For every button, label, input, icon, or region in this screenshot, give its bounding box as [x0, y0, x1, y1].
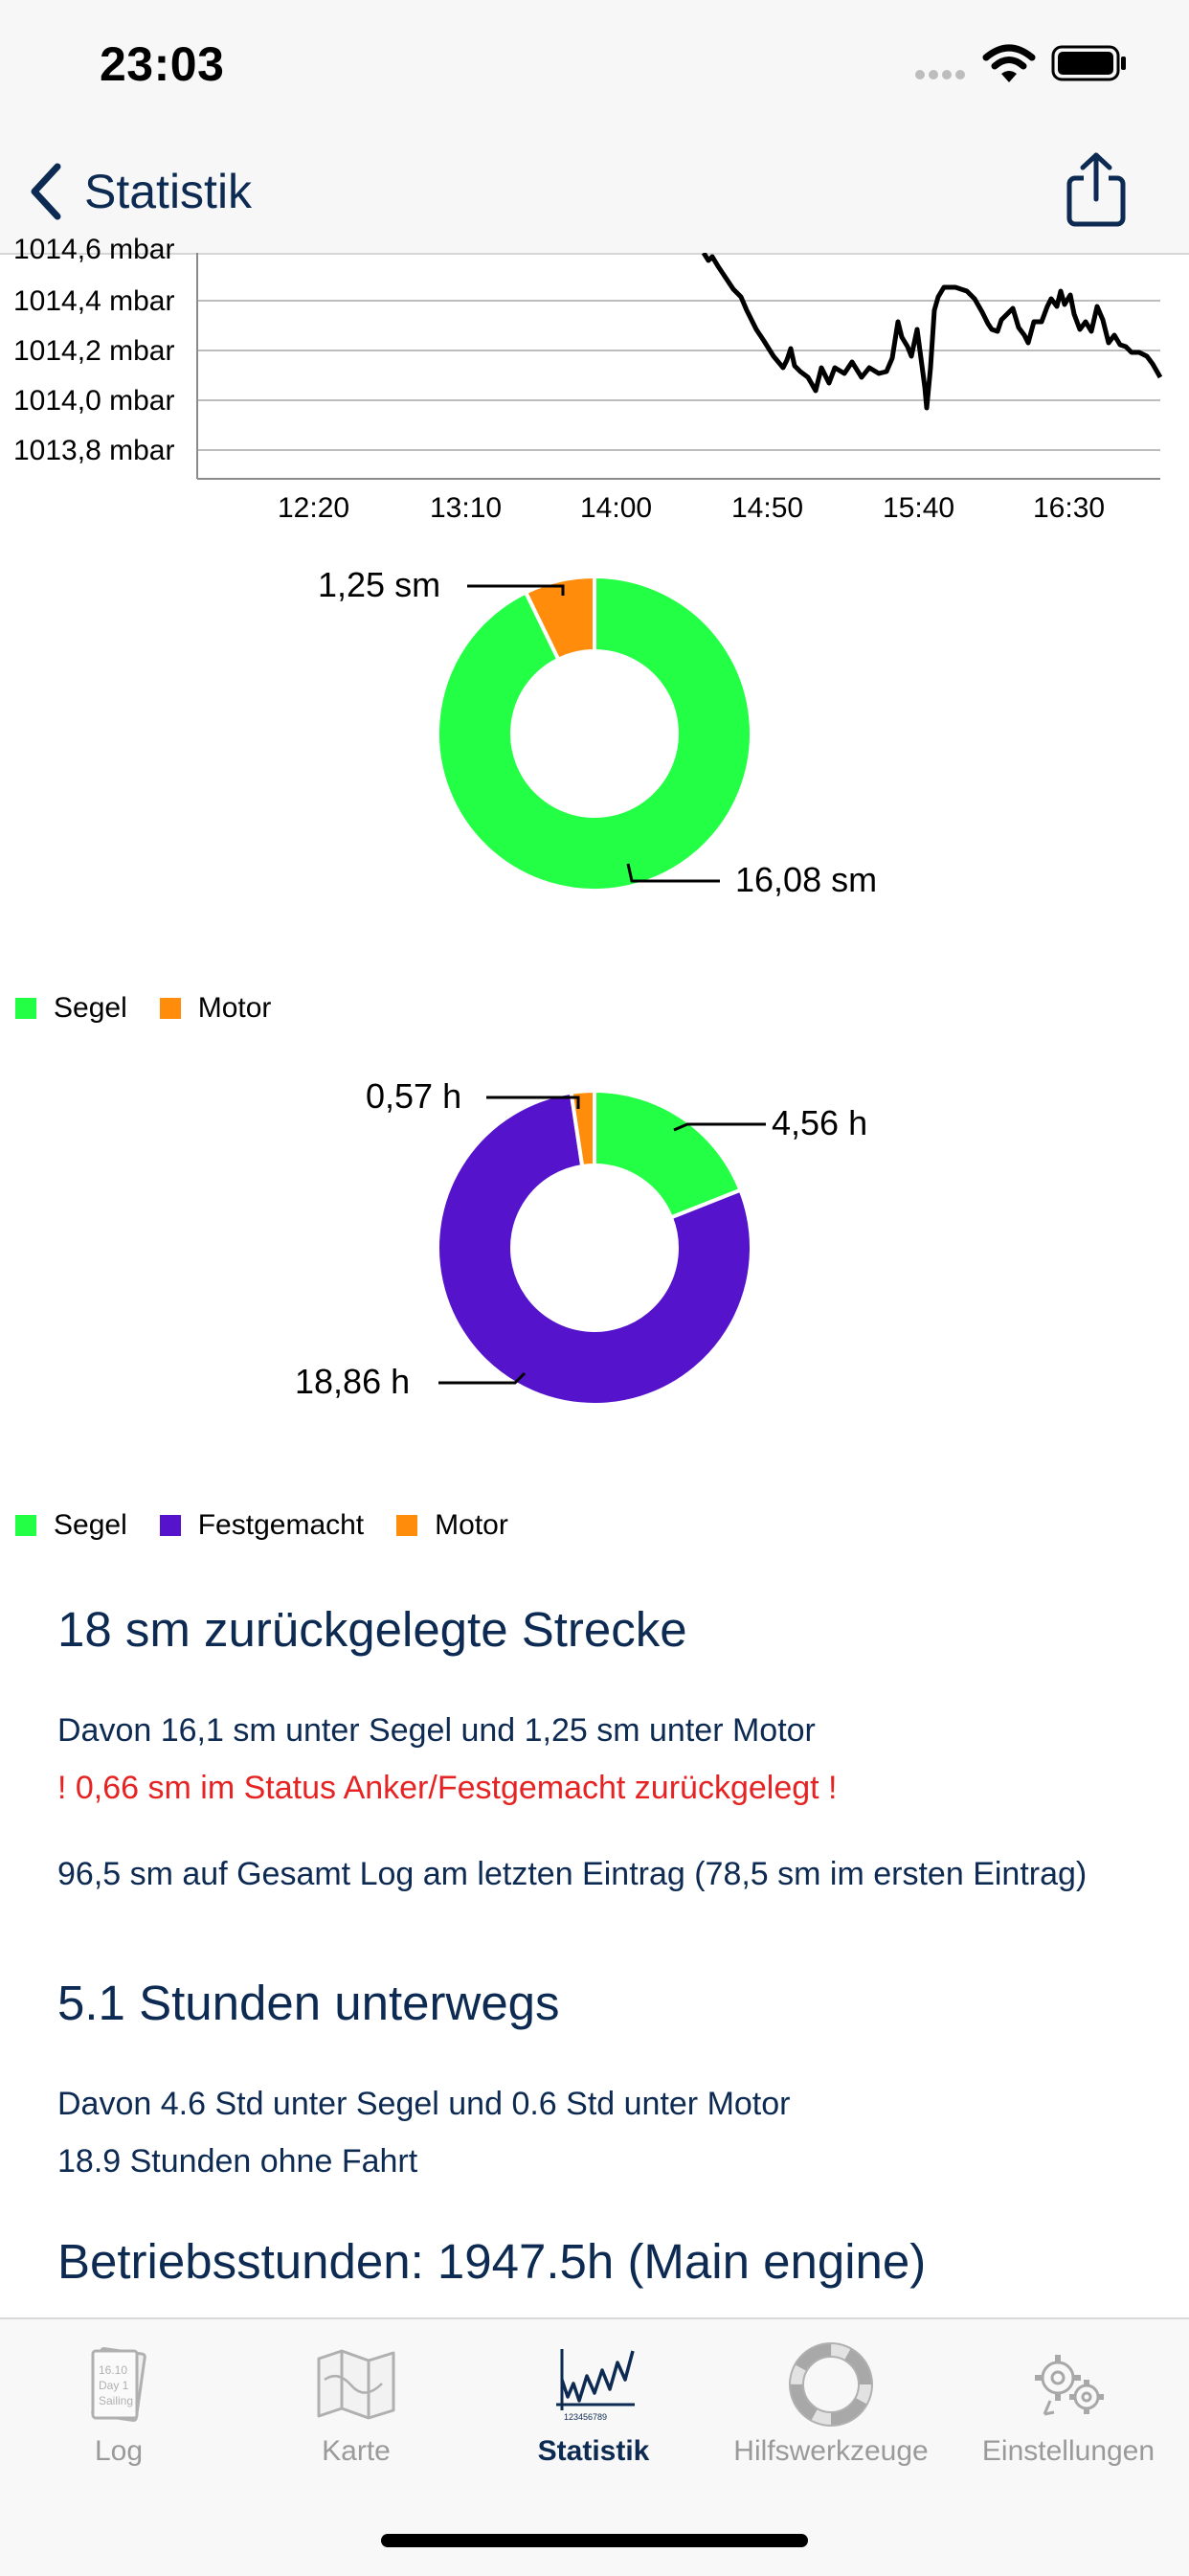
- share-icon[interactable]: [1065, 151, 1128, 228]
- gears-icon: [1035, 2355, 1104, 2416]
- y-tick-label: 1014,6 mbar: [13, 234, 175, 265]
- distance-donut: [436, 574, 753, 893]
- time-legend: Segel Festgemacht Motor: [15, 1509, 541, 1542]
- x-tick-label: 16:30: [1033, 492, 1106, 524]
- distance-heading: 18 sm zurückgelegte Strecke: [57, 1602, 687, 1657]
- tab-einstellungen[interactable]: Einstellungen: [950, 2341, 1187, 2485]
- legend-item-segel: Segel: [15, 992, 127, 1025]
- svg-text:123456789: 123456789: [564, 2412, 607, 2422]
- tab-karte[interactable]: Karte: [237, 2341, 475, 2485]
- x-tick-label: 14:50: [731, 492, 804, 524]
- festgemacht-leader-line: [438, 1371, 527, 1385]
- donut-slice-motor: [523, 574, 596, 663]
- time-donut: [436, 1088, 753, 1407]
- svg-text:Sailing: Sailing: [99, 2394, 133, 2407]
- y-tick-label: 1014,4 mbar: [13, 285, 175, 317]
- segel-leader-line: [626, 863, 720, 883]
- motor-leader-line: [486, 1096, 580, 1109]
- distance-segel-label: 16,08 sm: [735, 860, 878, 899]
- anchor-warning: ! 0,66 sm im Status Anker/Festgemacht zu…: [57, 1770, 838, 1806]
- time-segel-label: 4,56 h: [772, 1103, 868, 1142]
- map-icon: [317, 2349, 395, 2420]
- time-festgemacht-label: 18,86 h: [295, 1362, 411, 1401]
- legend-label: Segel: [54, 1509, 127, 1541]
- home-indicator: [381, 2534, 808, 2547]
- legend-swatch: [396, 1515, 418, 1536]
- back-label: Statistik: [84, 165, 253, 218]
- battery-icon: [1051, 45, 1126, 81]
- status-bar: [0, 0, 1189, 126]
- donut-hole: [522, 1175, 667, 1321]
- navigation-bar: [0, 126, 1189, 255]
- tab-label: Einstellungen: [981, 2435, 1155, 2467]
- tab-statistik[interactable]: 123456789 Statistik: [475, 2341, 712, 2485]
- donut-slice-festgemacht: [436, 1090, 753, 1407]
- svg-text:Day 1: Day 1: [99, 2379, 129, 2392]
- tab-label: Log: [94, 2435, 144, 2467]
- tab-label: Hilfswerkzeuge: [733, 2435, 929, 2467]
- pressure-chart: 1014,6 mbar 1014,4 mbar 1014,2 mbar 1014…: [0, 234, 1189, 531]
- status-time: 23:03: [100, 37, 225, 91]
- pressure-chart-plot: [196, 251, 1163, 480]
- tab-log[interactable]: 16.10 Day 1 Sailing Log: [0, 2341, 237, 2485]
- legend-swatch: [15, 998, 36, 1019]
- back-button[interactable]: Statistik: [29, 153, 252, 230]
- time-donut-chart: [436, 1088, 766, 1407]
- legend-label: Motor: [197, 992, 272, 1024]
- distance-detail: Davon 16,1 sm unter Segel und 1,25 sm un…: [57, 1712, 816, 1749]
- y-tick-label: 1014,2 mbar: [13, 335, 175, 367]
- donut-slice-segel: [436, 574, 753, 893]
- y-tick-label: 1014,0 mbar: [13, 385, 175, 417]
- motor-leader-line: [467, 584, 565, 596]
- legend-item-motor: Motor: [396, 1509, 508, 1542]
- y-tick-label: 1013,8 mbar: [13, 435, 175, 466]
- wifi-icon: [982, 44, 1036, 82]
- hours-detail: Davon 4.6 Std unter Segel und 0.6 Std un…: [57, 2086, 791, 2122]
- legend-label: Segel: [54, 992, 127, 1024]
- tab-bar: [0, 2317, 1189, 2576]
- log-book-icon: 16.10 Day 1 Sailing: [91, 2347, 146, 2422]
- hours-heading: 5.1 Stunden unterwegs: [57, 1976, 560, 2030]
- idle-hours: 18.9 Stunden ohne Fahrt: [57, 2143, 418, 2180]
- distance-motor-label: 1,25 sm: [318, 565, 441, 604]
- pressure-line: [701, 251, 1163, 411]
- lifebuoy-icon: [789, 2342, 873, 2427]
- legend-item-festgemacht: Festgemacht: [159, 1509, 365, 1542]
- svg-text:16.10: 16.10: [99, 2363, 127, 2377]
- legend-item-segel: Segel: [15, 1509, 127, 1542]
- legend-label: Festgemacht: [197, 1509, 365, 1541]
- total-log: 96,5 sm auf Gesamt Log am letzten Eintra…: [57, 1856, 1088, 1892]
- legend-swatch: [159, 998, 181, 1019]
- segel-leader-line: [673, 1122, 766, 1132]
- legend-label: Motor: [435, 1509, 508, 1541]
- engine-hours: Betriebsstunden: 1947.5h (Main engine): [57, 2234, 927, 2289]
- tab-hilfswerkzeuge[interactable]: Hilfswerkzeuge: [712, 2341, 950, 2485]
- x-tick-label: 15:40: [883, 492, 955, 524]
- chevron-left-icon: [31, 163, 61, 220]
- statistics-chart-icon: 123456789: [556, 2349, 635, 2422]
- donut-slice-motor: [569, 1088, 596, 1169]
- donut-slice-segel: [593, 1088, 744, 1220]
- time-motor-label: 0,57 h: [366, 1076, 462, 1116]
- legend-swatch: [15, 1515, 36, 1536]
- x-tick-label: 12:20: [278, 492, 350, 524]
- legend-item-motor: Motor: [159, 992, 272, 1025]
- x-tick-label: 13:10: [430, 492, 503, 524]
- x-tick-label: 14:00: [580, 492, 653, 524]
- tab-label: Karte: [322, 2435, 391, 2467]
- tab-label: Statistik: [537, 2435, 650, 2467]
- distance-donut-chart: [436, 574, 753, 893]
- distance-legend: Segel Motor: [15, 992, 303, 1025]
- legend-swatch: [159, 1515, 181, 1536]
- cellular-signal-icon: [915, 70, 965, 79]
- donut-hole: [522, 661, 667, 806]
